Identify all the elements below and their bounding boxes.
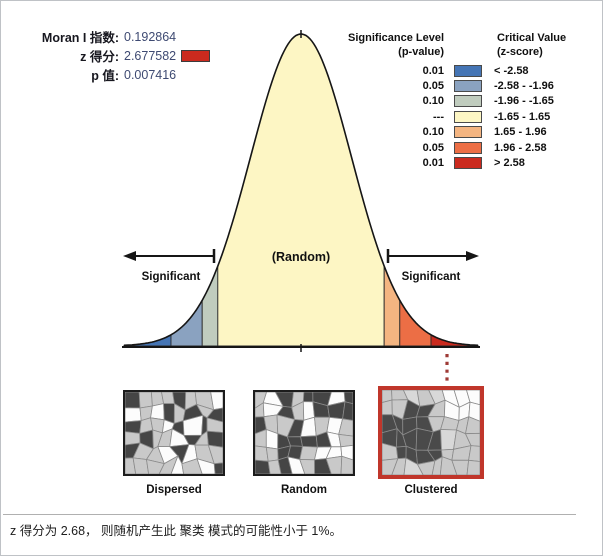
result-summary-text: z 得分为 2.68， 则随机产生此 聚类 模式的可能性小于 1%。 — [10, 524, 342, 538]
z-score-row: z 得分: 2.677582 — [1, 46, 211, 65]
legend-p-value: 0.01 — [422, 64, 444, 77]
dispersed-map — [123, 390, 225, 476]
random-zone-label: (Random) — [271, 250, 331, 264]
legend-z-range: < -2.58 — [494, 64, 529, 77]
legend-row: --- -1.65 - 1.65 — [341, 109, 554, 124]
moran-index-row: Moran I 指数: 0.192864 — [1, 27, 210, 46]
moran-index-label: Moran I 指数: — [41, 31, 119, 45]
legend-p-value: 0.10 — [422, 95, 444, 108]
random-map-label: Random — [281, 484, 327, 496]
significance-level-title: Significance Level — [348, 32, 444, 44]
legend-z-range: 1.96 - 2.58 — [494, 141, 547, 154]
legend-z-range: > 2.58 — [494, 157, 525, 170]
legend-color-swatch — [454, 157, 482, 170]
legend-p-value: 0.01 — [422, 157, 444, 170]
significance-level-subtitle: (p-value) — [398, 46, 444, 58]
moran-index-value: 0.192864 — [124, 29, 177, 44]
p-value-row: p 值: 0.007416 — [1, 65, 210, 84]
legend-color-swatch — [454, 64, 482, 77]
legend-row: 0.05 1.96 - 2.58 — [341, 140, 554, 155]
legend-p-value: 0.05 — [422, 80, 444, 93]
critical-value-title: Critical Value — [497, 32, 567, 44]
z-score-color-swatch — [181, 49, 211, 62]
significant-right-label: Significant — [401, 271, 461, 283]
legend-p-value: 0.05 — [422, 141, 444, 154]
random-map-image — [254, 391, 354, 475]
random-map — [253, 390, 355, 476]
legend-rows: 0.01 < -2.58 0.05 -2.58 - -1.96 0.10 -1.… — [341, 63, 554, 171]
z-score-label: z 得分: — [80, 50, 119, 64]
legend-z-range: -2.58 - -1.96 — [494, 80, 554, 93]
legend-p-value: --- — [433, 110, 444, 123]
legend-color-swatch — [454, 80, 482, 93]
p-value-value: 0.007416 — [124, 67, 177, 82]
bell-curve-chart — [122, 30, 480, 385]
legend-row: 0.01 > 2.58 — [341, 155, 554, 170]
footer-divider — [3, 514, 576, 515]
dispersed-map-label: Dispersed — [146, 484, 202, 496]
legend-color-swatch — [454, 141, 482, 154]
dispersed-map-image — [124, 391, 224, 475]
significant-left-label: Significant — [141, 271, 201, 283]
critical-value-subtitle: (z-score) — [497, 46, 543, 58]
stats-block: Moran I 指数: 0.192864 z 得分: 2.677582 p 值:… — [1, 27, 211, 84]
legend-row: 0.10 1.65 - 1.96 — [341, 125, 554, 140]
legend-z-range: 1.65 - 1.96 — [494, 126, 547, 139]
legend-color-swatch — [454, 126, 482, 139]
z-score-value: 2.677582 — [124, 48, 177, 63]
legend-row: 0.01 < -2.58 — [341, 63, 554, 78]
significance-level-header: Significance Level (p-value) — [341, 31, 444, 59]
legend-row: 0.05 -2.58 - -1.96 — [341, 78, 554, 93]
critical-value-header: Critical Value (z-score) — [497, 31, 591, 59]
legend-z-range: -1.65 - 1.65 — [494, 110, 551, 123]
legend-z-range: -1.96 - -1.65 — [494, 95, 554, 108]
legend-color-swatch — [454, 110, 482, 123]
clustered-map-image — [381, 389, 481, 476]
clustered-map-label: Clustered — [404, 484, 458, 496]
clustered-map-highlighted — [378, 386, 484, 479]
legend-row: 0.10 -1.96 - -1.65 — [341, 94, 554, 109]
p-value-label: p 值: — [91, 69, 119, 83]
legend-p-value: 0.10 — [422, 126, 444, 139]
legend-color-swatch — [454, 95, 482, 108]
